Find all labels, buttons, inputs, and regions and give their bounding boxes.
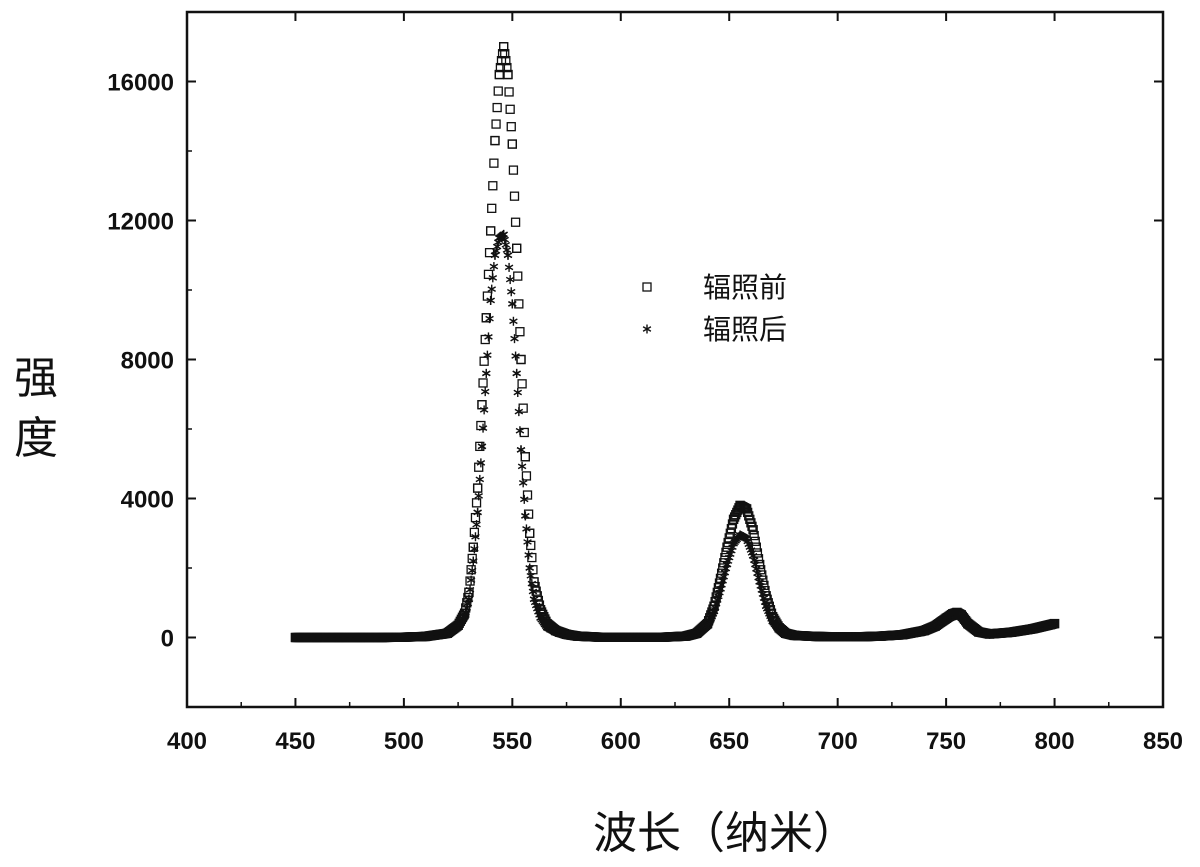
sample-point — [514, 388, 522, 397]
sample-point — [508, 140, 516, 148]
sample-point — [513, 244, 521, 252]
y-axis-ticks: 0 4000 8000 12000 16000 — [107, 12, 1163, 707]
sample-point — [507, 123, 515, 131]
sample-point — [518, 380, 526, 388]
x-tick-label: 450 — [275, 728, 315, 755]
sample-point — [516, 426, 524, 435]
x-tick-label: 750 — [926, 728, 966, 755]
series-layer — [291, 43, 1058, 642]
data-point — [517, 356, 525, 364]
legend-marker-asterisk — [643, 325, 651, 334]
sample-point — [482, 369, 490, 378]
sample-point — [521, 453, 529, 461]
x-tick-label: 400 — [167, 728, 207, 755]
data-point — [491, 137, 499, 145]
sample-point — [492, 120, 500, 128]
sample-point — [478, 442, 486, 451]
x-tick-label: 600 — [601, 728, 641, 755]
y-tick-label: 8000 — [121, 348, 174, 375]
sample-point — [517, 356, 525, 364]
sample-point — [480, 405, 488, 414]
x-axis-ticks: 400 450 500 550 600 650 700 750 800 850 — [167, 12, 1183, 755]
sample-point — [488, 204, 496, 212]
legend-label: 辐照前 — [703, 271, 787, 304]
sample-point — [512, 218, 520, 226]
sample-point — [516, 328, 524, 336]
sample-point — [479, 424, 487, 433]
legend-item: 辐照前 — [643, 271, 787, 304]
sample-point — [518, 462, 526, 471]
x-tick-label: 800 — [1035, 728, 1075, 755]
x-tick-label: 500 — [384, 728, 424, 755]
sample-point — [490, 262, 498, 271]
x-axis-title: 波长（纳米） — [593, 808, 857, 859]
legend-marker-square — [643, 283, 651, 291]
series-before — [291, 43, 1058, 642]
sample-point — [476, 475, 484, 484]
y-axis-title: 强度 — [14, 353, 58, 464]
data-point — [474, 484, 482, 492]
sample-point — [481, 387, 489, 396]
sample-point — [511, 192, 519, 200]
x-tick-label: 700 — [818, 728, 858, 755]
legend-item: 辐照后 — [643, 313, 787, 346]
sample-point — [510, 317, 518, 326]
sample-point — [487, 227, 495, 235]
plot-frame — [187, 12, 1163, 707]
x-tick-label: 850 — [1143, 728, 1183, 755]
sample-point — [505, 88, 513, 96]
x-tick-label: 550 — [492, 728, 532, 755]
sample-point — [474, 484, 482, 492]
sample-point — [479, 379, 487, 387]
sample-point — [509, 166, 517, 174]
sample-point — [521, 511, 529, 520]
sample-point — [490, 159, 498, 167]
plot-border — [187, 12, 1163, 707]
sample-point — [515, 300, 523, 308]
y-tick-label: 12000 — [107, 209, 174, 236]
sample-point — [474, 508, 482, 517]
data-point — [521, 453, 529, 461]
sample-point — [505, 263, 513, 272]
sample-point — [483, 351, 491, 360]
sample-point — [507, 287, 515, 296]
legend-label: 辐照后 — [703, 313, 787, 346]
data-point — [487, 227, 495, 235]
sample-point — [493, 104, 501, 112]
sample-point — [485, 332, 493, 341]
data-point — [508, 140, 516, 148]
sample-point — [494, 87, 502, 95]
x-tick-label: 650 — [709, 728, 749, 755]
sample-point — [489, 182, 497, 190]
y-tick-label: 0 — [161, 626, 174, 653]
sample-point — [514, 272, 522, 280]
sample-point — [526, 564, 534, 573]
y-tick-label: 4000 — [121, 487, 174, 514]
y-tick-label: 16000 — [107, 70, 174, 97]
sample-point — [527, 571, 535, 580]
sample-point — [506, 105, 514, 113]
sample-point — [525, 550, 533, 559]
series-after — [292, 230, 1059, 642]
sample-point — [506, 275, 514, 284]
sample-point — [513, 369, 521, 378]
data-point — [513, 244, 521, 252]
sample-point — [491, 137, 499, 145]
